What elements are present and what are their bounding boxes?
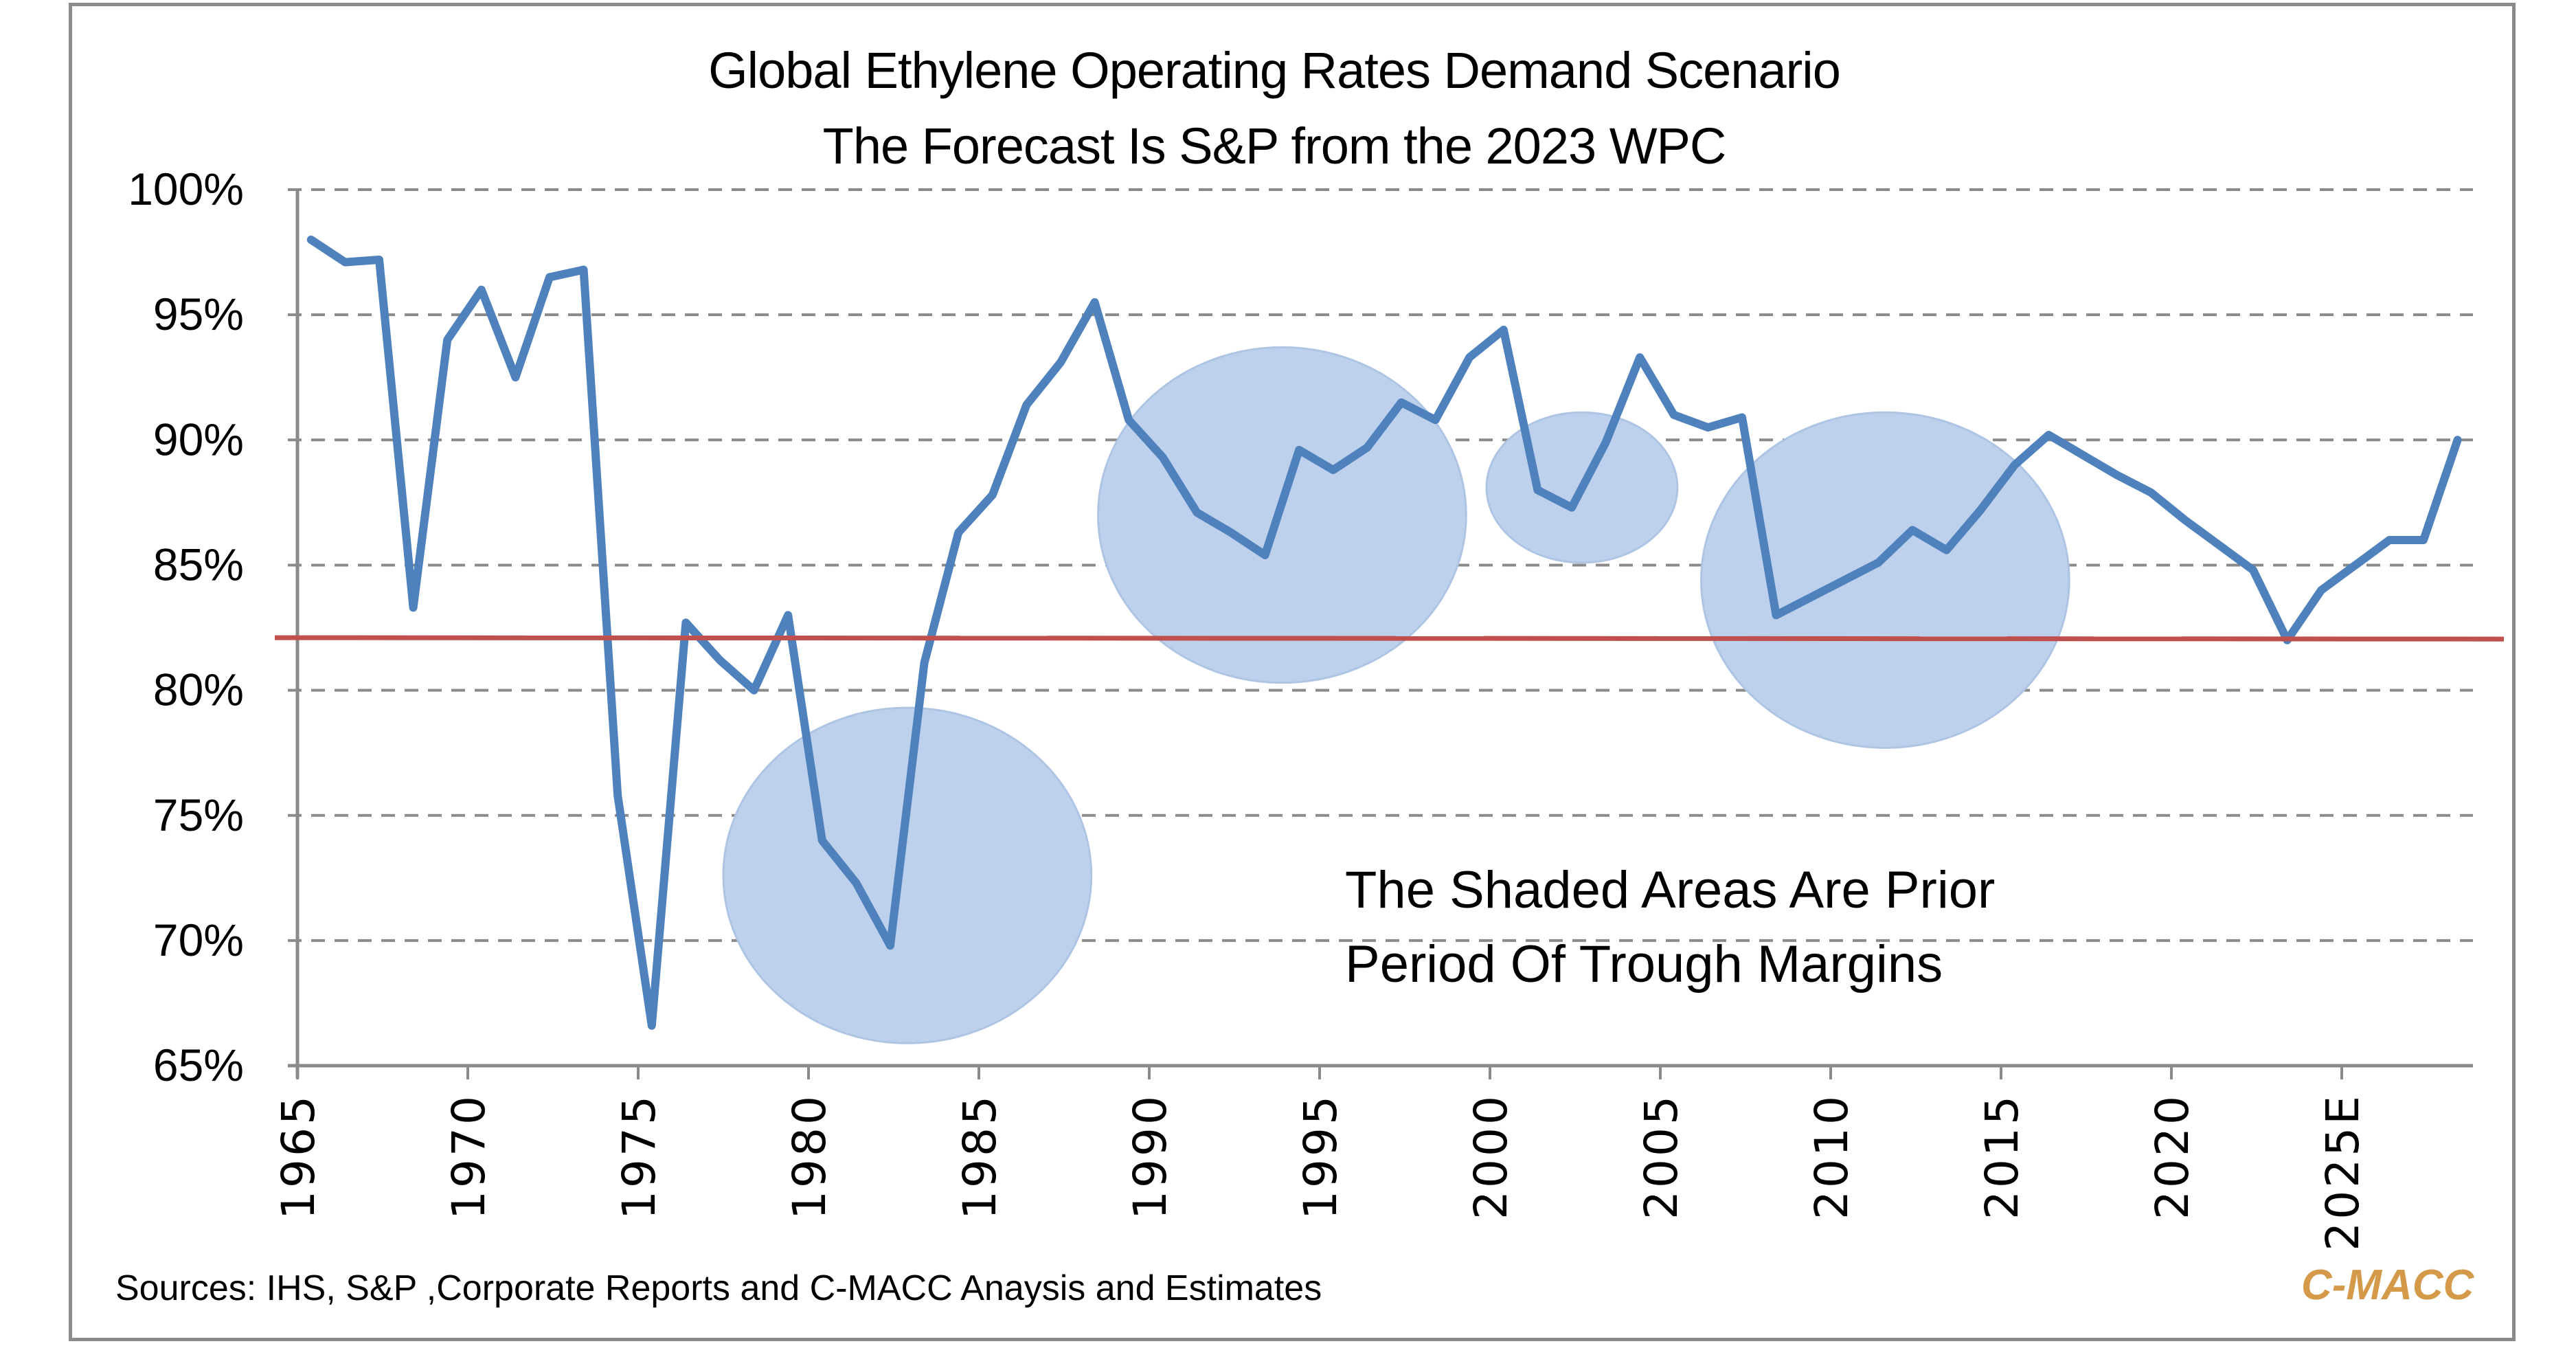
x-tick-label: 2010 bbox=[1805, 1093, 1858, 1220]
x-tick-label: 2000 bbox=[1465, 1093, 1517, 1220]
y-tick-label: 85% bbox=[153, 539, 244, 590]
y-tick-label: 80% bbox=[153, 664, 244, 715]
brand-logo: C-MACC bbox=[2301, 1261, 2474, 1309]
y-axis-ticks: 65% 70% 75% 80% 85% 90% 95% 100% bbox=[128, 164, 244, 1090]
y-tick-label: 100% bbox=[128, 164, 244, 214]
operating-rate-line bbox=[306, 235, 2462, 1030]
x-tick-label: 1970 bbox=[442, 1093, 495, 1220]
x-tick-label: 2015 bbox=[1976, 1093, 2029, 1220]
y-tick-label: 90% bbox=[153, 414, 244, 464]
sources-note: Sources: IHS, S&P ,Corporate Reports and… bbox=[115, 1268, 1322, 1308]
axes bbox=[288, 190, 2473, 1079]
x-tick-label: 1980 bbox=[783, 1093, 836, 1220]
shaded-region-trough-1980s bbox=[722, 706, 1093, 1044]
x-tick-label: 2025E bbox=[2316, 1093, 2369, 1251]
x-axis-ticks: 1965 1970 1975 1980 1985 1990 1995 2000 2005 2010… bbox=[272, 1066, 2369, 1251]
y-tick-label: 70% bbox=[153, 915, 244, 965]
y-tick-label: 65% bbox=[153, 1040, 244, 1090]
average-line bbox=[274, 635, 2505, 642]
y-tick-label: 75% bbox=[153, 789, 244, 840]
annotation-line-1: The Shaded Areas Are Prior bbox=[1345, 861, 1996, 919]
chart-title: Global Ethylene Operating Rates Demand S… bbox=[708, 42, 1841, 99]
x-tick-label: 1990 bbox=[1124, 1093, 1177, 1220]
x-tick-label: 1985 bbox=[953, 1093, 1006, 1220]
annotation-line-2: Period Of Trough Margins bbox=[1345, 935, 1943, 994]
x-tick-label: 1975 bbox=[613, 1093, 666, 1220]
chart-subtitle: The Forecast Is S&P from the 2023 WPC bbox=[822, 117, 1727, 175]
x-tick-label: 1995 bbox=[1294, 1093, 1347, 1220]
series-lines bbox=[274, 235, 2505, 1030]
x-tick-label: 1965 bbox=[272, 1093, 325, 1220]
x-tick-label: 2005 bbox=[1635, 1093, 1688, 1220]
x-tick-label: 2020 bbox=[2146, 1093, 2199, 1220]
shaded-region-trough-2010s bbox=[1700, 411, 2070, 749]
y-tick-label: 95% bbox=[153, 289, 244, 339]
